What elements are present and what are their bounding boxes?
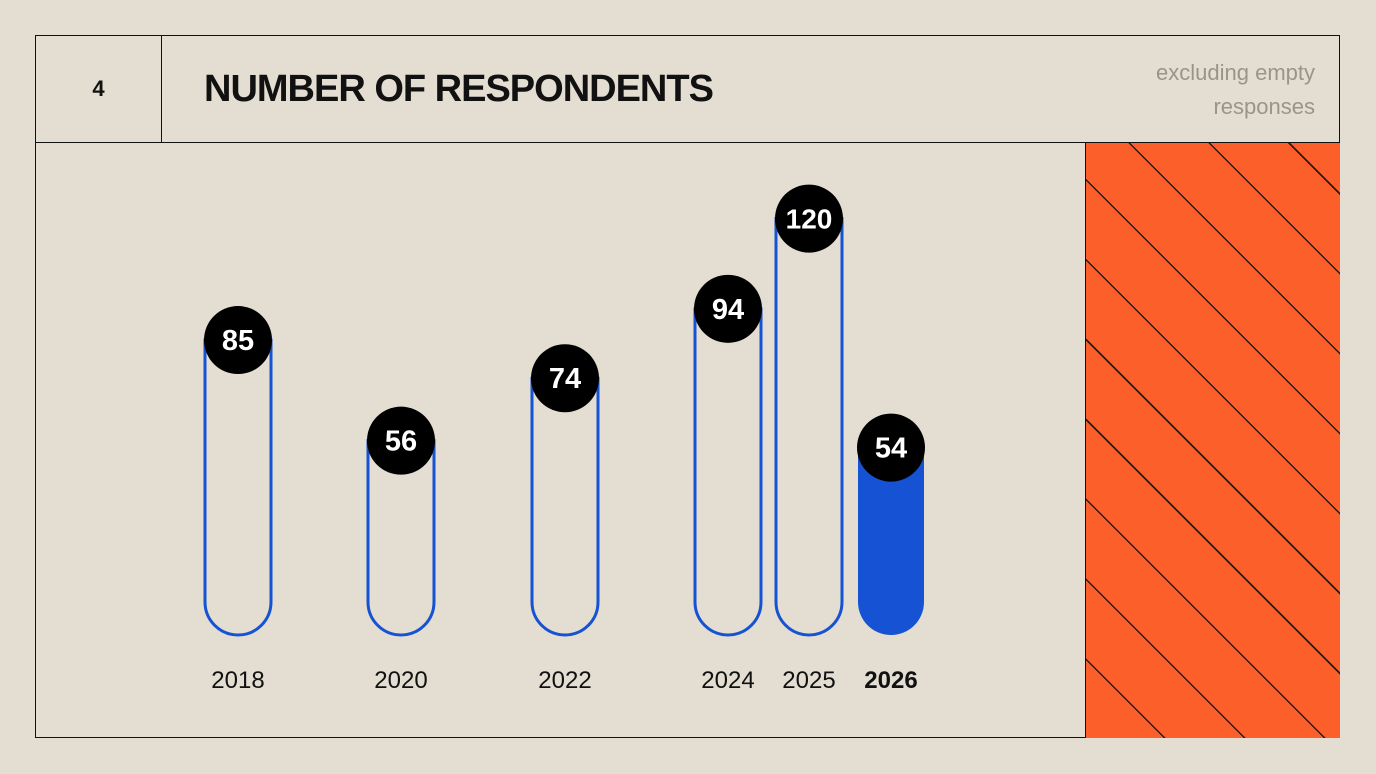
value-badge-2022 [531, 344, 599, 413]
bar-2020 [366, 439, 436, 637]
tick-label-2018: 2018 [211, 667, 264, 694]
chart-note-line-2: responses [1213, 94, 1315, 119]
data-label-2024: 94 [712, 294, 744, 326]
bar-2024 [693, 307, 763, 637]
data-label-2026: 54 [875, 433, 907, 465]
tick-label-2024: 2024 [701, 667, 754, 694]
slide-frame: 4 NUMBER OF RESPONDENTS excluding empty … [35, 35, 1340, 738]
value-badge-2020 [367, 406, 435, 475]
value-badge-2025 [775, 184, 843, 253]
data-label-2025: 120 [786, 204, 833, 235]
bar-2026 [858, 447, 924, 635]
value-badge-2026 [857, 413, 925, 482]
tick-label-2020: 2020 [374, 667, 427, 694]
data-label-2022: 74 [549, 363, 581, 395]
data-label-2018: 85 [222, 325, 254, 357]
data-label-2020: 56 [385, 426, 417, 458]
tick-label-2026: 2026 [864, 667, 917, 694]
page-number: 4 [92, 76, 105, 101]
page-title: NUMBER OF RESPONDENTS [204, 68, 714, 110]
chart-note-line-1: excluding empty [1156, 60, 1315, 85]
bar-2022 [530, 376, 600, 637]
tick-label-2025: 2025 [782, 667, 835, 694]
chart-note: excluding empty responses [1095, 56, 1315, 124]
value-badge-2024 [694, 274, 762, 343]
tick-label-2022: 2022 [538, 667, 591, 694]
slide-header: 4 NUMBER OF RESPONDENTS excluding empty … [36, 36, 1339, 143]
bar-2025 [774, 217, 844, 637]
page-number-cell: 4 [36, 36, 162, 142]
value-badge-2018 [204, 306, 272, 375]
decorative-hatched-panel [1085, 143, 1340, 738]
bar-2018 [203, 338, 273, 637]
